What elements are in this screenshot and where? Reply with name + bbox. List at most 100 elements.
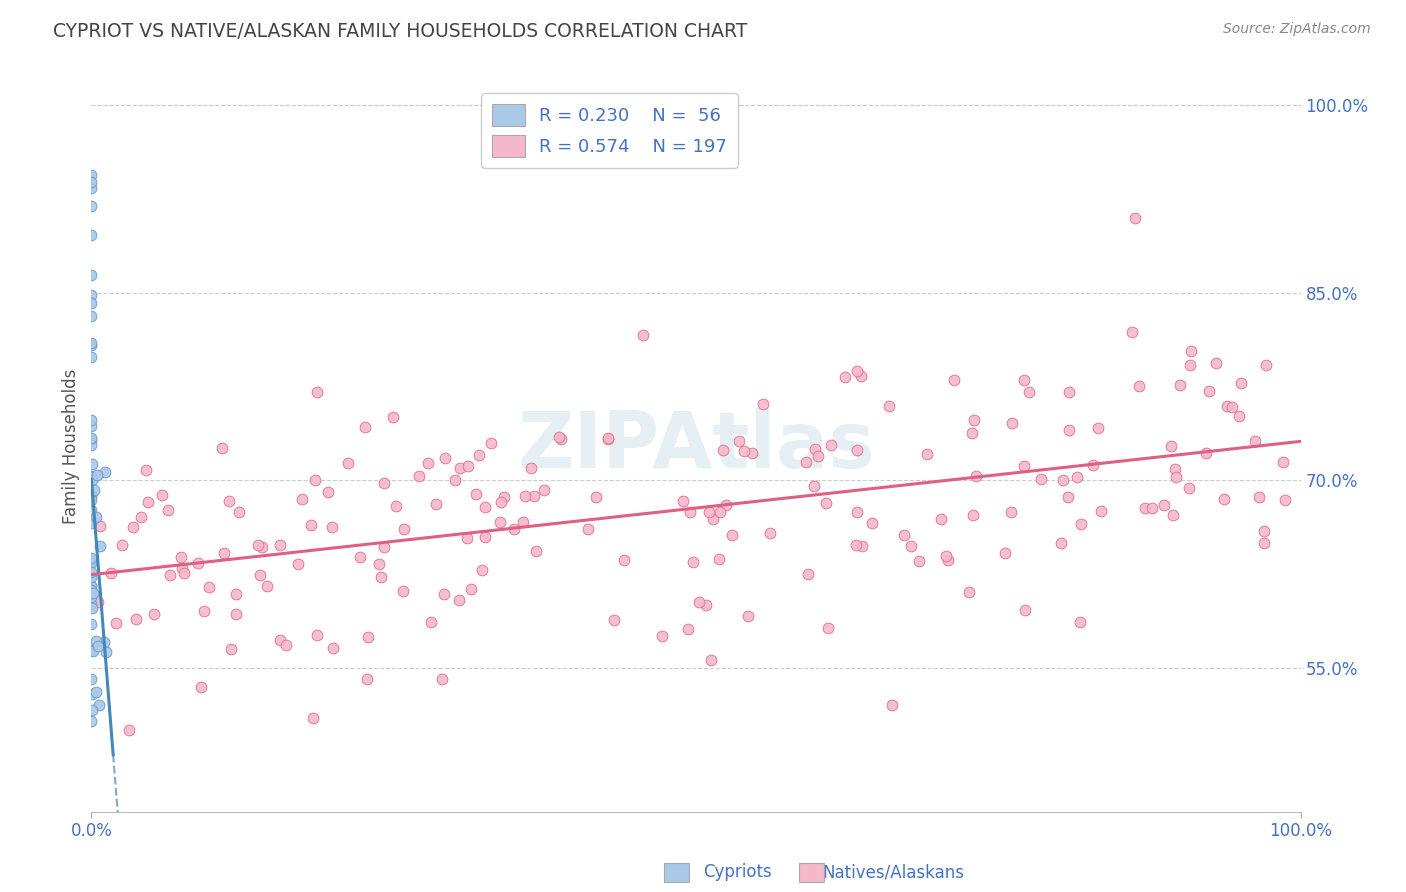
- Point: [1230, 376, 1253, 391]
- Point: [1178, 358, 1201, 372]
- Point: [879, 400, 901, 414]
- Point: [80, 590, 103, 604]
- Point: [80, 551, 103, 566]
- Point: [931, 512, 953, 526]
- Point: [381, 410, 404, 425]
- Point: [1087, 420, 1109, 434]
- Point: [882, 698, 904, 713]
- Point: [84, 685, 107, 699]
- Point: [87, 595, 110, 609]
- Text: Source: ZipAtlas.com: Source: ZipAtlas.com: [1223, 22, 1371, 37]
- Point: [651, 629, 673, 643]
- Point: [851, 539, 873, 553]
- Point: [80, 643, 103, 657]
- Point: [370, 570, 392, 584]
- Point: [136, 494, 159, 508]
- Point: [228, 505, 250, 519]
- Point: [225, 607, 247, 621]
- Point: [1160, 439, 1182, 453]
- Point: [481, 436, 503, 450]
- Point: [1000, 504, 1022, 518]
- Point: [193, 604, 215, 618]
- Point: [80, 228, 103, 243]
- Point: [125, 612, 148, 626]
- Point: [93, 635, 115, 649]
- Point: [464, 487, 486, 501]
- Point: [425, 497, 447, 511]
- Point: [513, 489, 536, 503]
- Point: [225, 587, 247, 601]
- Point: [80, 431, 103, 445]
- Point: [80, 181, 103, 195]
- Point: [142, 607, 165, 622]
- Point: [548, 430, 571, 444]
- Point: [420, 615, 443, 629]
- Point: [1029, 472, 1052, 486]
- Point: [502, 522, 524, 536]
- Point: [1227, 409, 1250, 424]
- Point: [1123, 211, 1146, 225]
- Point: [900, 539, 922, 553]
- Point: [80, 350, 103, 364]
- Point: [1220, 400, 1243, 414]
- Point: [1178, 481, 1201, 495]
- Point: [456, 531, 478, 545]
- Point: [1256, 358, 1278, 372]
- Point: [804, 442, 827, 456]
- Point: [304, 473, 326, 487]
- Point: [135, 463, 157, 477]
- Point: [1057, 423, 1080, 437]
- Point: [444, 473, 467, 487]
- Point: [305, 628, 328, 642]
- Point: [1069, 517, 1091, 532]
- Point: [820, 438, 842, 452]
- Point: [80, 438, 103, 452]
- Point: [585, 490, 607, 504]
- Point: [129, 509, 152, 524]
- Point: [1163, 508, 1185, 522]
- Point: [814, 496, 837, 510]
- Point: [105, 616, 128, 631]
- Point: [94, 465, 117, 479]
- Point: [80, 556, 103, 570]
- Point: [373, 541, 395, 555]
- Point: [1128, 378, 1150, 392]
- Point: [679, 505, 702, 519]
- Point: [707, 551, 730, 566]
- Point: [759, 525, 782, 540]
- Point: [256, 579, 278, 593]
- Point: [250, 540, 273, 554]
- Point: [936, 553, 959, 567]
- Point: [915, 447, 938, 461]
- Point: [1066, 470, 1088, 484]
- Text: ZIPAtlas: ZIPAtlas: [517, 408, 875, 484]
- Point: [80, 569, 103, 583]
- Point: [187, 556, 209, 570]
- Point: [337, 456, 360, 470]
- Point: [860, 516, 883, 530]
- Point: [80, 565, 103, 579]
- Point: [817, 622, 839, 636]
- Point: [218, 494, 240, 508]
- Point: [457, 459, 479, 474]
- Point: [966, 469, 988, 483]
- Point: [82, 601, 104, 615]
- Point: [550, 432, 572, 446]
- Point: [433, 451, 456, 466]
- Point: [357, 631, 380, 645]
- Point: [80, 554, 103, 568]
- Point: [111, 538, 134, 552]
- Point: [523, 489, 546, 503]
- Point: [491, 495, 513, 509]
- Point: [520, 460, 543, 475]
- Point: [994, 546, 1017, 560]
- Point: [367, 557, 389, 571]
- Point: [80, 703, 103, 717]
- Point: [697, 505, 720, 519]
- Point: [709, 505, 731, 519]
- Point: [1253, 535, 1275, 549]
- Point: [1018, 384, 1040, 399]
- Point: [80, 714, 103, 728]
- Point: [299, 517, 322, 532]
- Point: [957, 585, 980, 599]
